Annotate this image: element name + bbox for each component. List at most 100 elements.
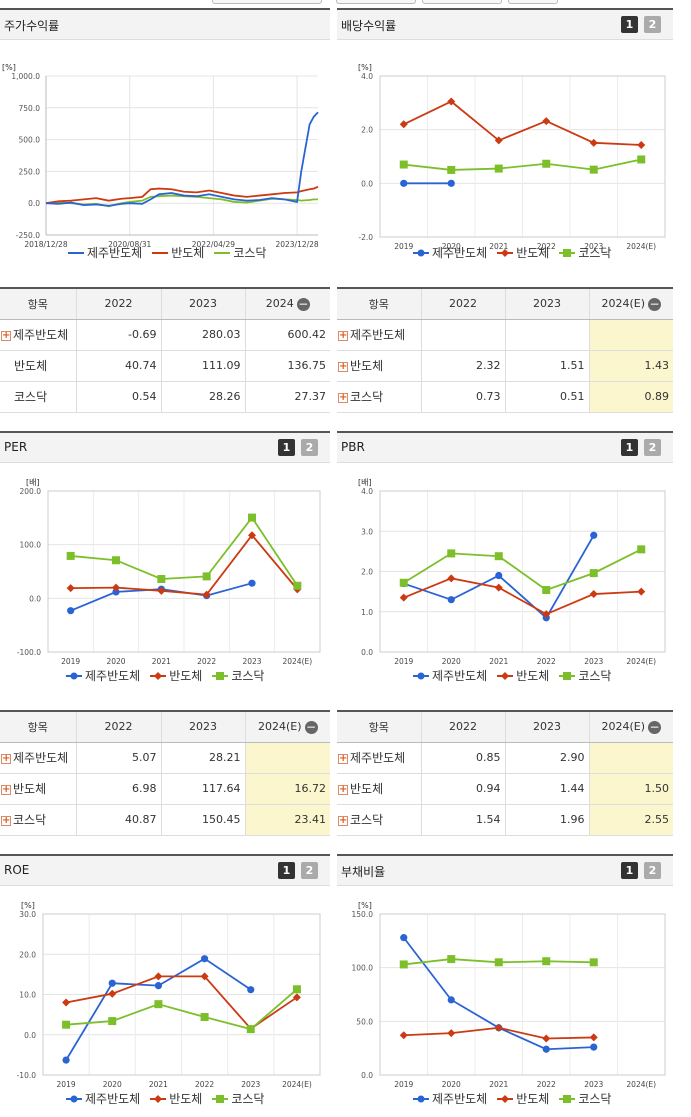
page-2-button[interactable]: 2 bbox=[301, 439, 318, 456]
data-point bbox=[157, 575, 166, 584]
toolbar-tab[interactable] bbox=[422, 0, 502, 4]
column-header: 2022 bbox=[76, 288, 162, 320]
legend-item[interactable]: 반도체 bbox=[150, 667, 202, 684]
expand-icon[interactable]: + bbox=[338, 814, 348, 826]
row-label: + 제주반도체 bbox=[0, 319, 77, 351]
table-cell: 1.54 bbox=[421, 804, 506, 836]
header-label: 2024 bbox=[265, 297, 294, 310]
table-cell bbox=[245, 742, 330, 774]
header-label: 2022 bbox=[104, 720, 133, 734]
toolbar-tab[interactable] bbox=[212, 0, 322, 4]
legend-item[interactable]: 제주반도체 bbox=[413, 667, 487, 684]
header-label: 2022 bbox=[104, 297, 133, 311]
collapse-icon[interactable]: − bbox=[304, 719, 318, 734]
toolbar-tab[interactable] bbox=[336, 0, 416, 4]
column-header: 2024(E) − bbox=[589, 711, 673, 743]
plot-frame bbox=[47, 490, 321, 653]
y-tick-label: 100.0 bbox=[20, 541, 42, 550]
panel-title: PBR bbox=[341, 440, 365, 454]
expand-icon[interactable]: + bbox=[338, 329, 348, 341]
y-unit-label: [%] bbox=[358, 63, 372, 72]
expand-icon[interactable]: + bbox=[338, 752, 348, 764]
legend-item[interactable]: 반도체 bbox=[150, 1090, 202, 1107]
table-row: + 반도체 2.32 1.51 1.43 bbox=[337, 350, 673, 382]
y-unit-label: [%] bbox=[358, 901, 372, 910]
collapse-icon[interactable]: − bbox=[296, 296, 310, 311]
legend-swatch bbox=[212, 1094, 229, 1103]
expand-icon[interactable]: + bbox=[1, 814, 11, 826]
table-cell: 150.45 bbox=[161, 804, 246, 836]
x-tick-label: 2020 bbox=[442, 242, 461, 251]
legend-item[interactable]: 코스닥 bbox=[559, 1090, 611, 1107]
expand-icon[interactable]: + bbox=[1, 329, 11, 341]
legend-item[interactable]: 제주반도체 bbox=[66, 667, 140, 684]
y-unit-label: [배] bbox=[358, 478, 372, 487]
data-point bbox=[447, 549, 456, 558]
data-point bbox=[200, 972, 209, 981]
data-point bbox=[112, 583, 120, 592]
page-1-button[interactable]: 1 bbox=[621, 16, 638, 33]
data-point bbox=[292, 993, 301, 1002]
expand-icon[interactable]: + bbox=[338, 360, 348, 372]
page-1-button[interactable]: 1 bbox=[278, 862, 295, 879]
data-point bbox=[542, 1034, 551, 1043]
header-label: 2023 bbox=[533, 720, 561, 734]
table-row: 반도체 40.74 111.09 136.75 bbox=[0, 350, 330, 382]
page-2-button[interactable]: 2 bbox=[644, 439, 661, 456]
expand-icon[interactable]: + bbox=[338, 783, 348, 795]
expand-icon[interactable]: + bbox=[338, 391, 348, 403]
data-point bbox=[399, 960, 408, 969]
expand-icon[interactable]: + bbox=[1, 783, 11, 795]
x-tick-label: 2023 bbox=[242, 657, 261, 666]
legend-item[interactable]: 제주반도체 bbox=[413, 244, 487, 261]
legend-item[interactable]: 제주반도체 bbox=[68, 244, 142, 261]
chart-legend: 제주반도체 반도체 코스닥 bbox=[413, 667, 611, 684]
legend-item[interactable]: 제주반도체 bbox=[66, 1090, 140, 1107]
table-cell bbox=[505, 319, 590, 351]
page-1-button[interactable]: 1 bbox=[278, 439, 295, 456]
y-tick-label: 1,000.0 bbox=[11, 72, 40, 81]
table-cell: 136.75 bbox=[245, 350, 330, 382]
legend-label: 코스닥 bbox=[233, 246, 267, 260]
legend-item[interactable]: 코스닥 bbox=[214, 244, 266, 261]
legend-item[interactable]: 반도체 bbox=[152, 244, 204, 261]
data-point bbox=[542, 610, 551, 619]
page-2-button[interactable]: 2 bbox=[301, 862, 318, 879]
legend-item[interactable]: 코스닥 bbox=[559, 244, 611, 261]
data-point bbox=[202, 572, 211, 581]
collapse-icon[interactable]: − bbox=[648, 719, 662, 734]
column-header: 항목 bbox=[0, 711, 77, 743]
toolbar-tab[interactable] bbox=[508, 0, 558, 4]
page-2-button[interactable]: 2 bbox=[644, 16, 661, 33]
page-1-button[interactable]: 1 bbox=[621, 439, 638, 456]
row-label: 코스닥 bbox=[0, 381, 77, 413]
legend-item[interactable]: 반도체 bbox=[497, 667, 549, 684]
series-line bbox=[66, 988, 298, 1031]
legend-item[interactable]: 코스닥 bbox=[212, 1090, 264, 1107]
table-cell: 28.26 bbox=[161, 381, 246, 413]
legend-label: 반도체 bbox=[169, 669, 203, 683]
legend-item[interactable]: 코스닥 bbox=[559, 667, 611, 684]
row-label: + 제주반도체 bbox=[337, 319, 422, 351]
y-tick-label: 0.0 bbox=[24, 1031, 36, 1040]
data-point bbox=[154, 982, 163, 990]
chart-legend: 제주반도체 반도체 코스닥 bbox=[66, 667, 264, 684]
collapse-icon[interactable]: − bbox=[648, 296, 662, 311]
legend-swatch bbox=[559, 248, 576, 257]
page-2-button[interactable]: 2 bbox=[644, 862, 661, 879]
legend-item[interactable]: 반도체 bbox=[497, 1090, 549, 1107]
legend-item[interactable]: 제주반도체 bbox=[413, 1090, 487, 1107]
legend-item[interactable]: 코스닥 bbox=[212, 667, 264, 684]
table-cell: 28.21 bbox=[161, 742, 246, 774]
data-point bbox=[495, 571, 503, 580]
data-point bbox=[112, 588, 120, 596]
data-point bbox=[637, 545, 646, 554]
table-row: + 반도체 6.98 117.64 16.72 bbox=[0, 773, 330, 805]
data-point bbox=[637, 587, 646, 596]
stock-return-chart: [%] -250.0 0.0 250.0 500.0 750.0 1,000.0 2018/1… bbox=[2, 63, 319, 249]
legend-item[interactable]: 반도체 bbox=[497, 244, 549, 261]
expand-icon[interactable]: + bbox=[1, 752, 11, 764]
page-1-button[interactable]: 1 bbox=[621, 862, 638, 879]
data-point bbox=[108, 989, 117, 998]
